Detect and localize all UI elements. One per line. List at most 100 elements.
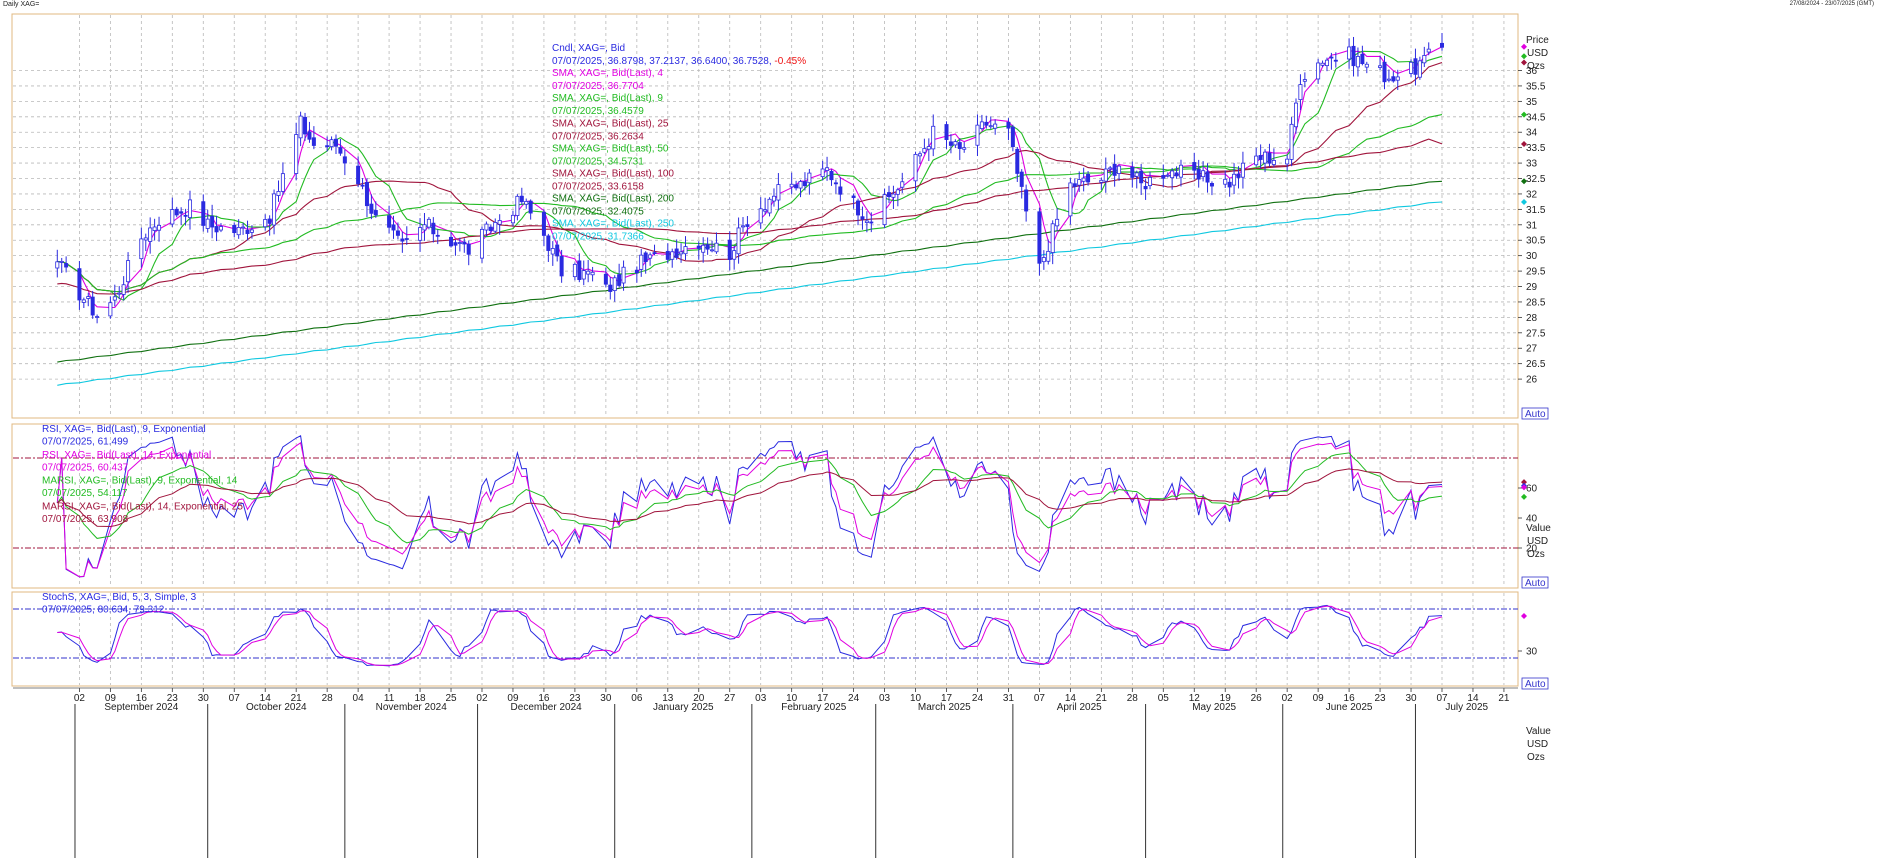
candle-body (249, 229, 254, 233)
rsi-axis-title: Value (1526, 523, 1551, 534)
candle-body (510, 214, 515, 224)
candle-body (701, 244, 706, 253)
candle-body (1205, 171, 1210, 183)
candle-body (77, 268, 82, 301)
x-day-tick-label: 30 (600, 693, 612, 704)
price-tick-label: 30 (1526, 251, 1538, 262)
x-day-tick-label: 16 (136, 693, 148, 704)
candle-body (851, 195, 856, 198)
x-month-label: March 2025 (918, 702, 971, 713)
candle-body (887, 192, 892, 198)
candle-body (1178, 164, 1183, 178)
candle-body (90, 296, 95, 316)
candle-body (214, 226, 219, 233)
sma-last-marker (1521, 198, 1527, 205)
price-tick-label: 32.5 (1526, 174, 1546, 185)
candle-body (741, 225, 746, 228)
x-day-tick-label: 16 (1344, 693, 1356, 704)
candle-body (776, 184, 781, 201)
candle-body (1192, 162, 1197, 171)
candle-body (205, 218, 210, 229)
candle-body (524, 201, 529, 205)
candle-body (1364, 63, 1369, 68)
candle-body (679, 251, 684, 255)
candle-body (369, 203, 374, 214)
candle-body (86, 296, 91, 299)
candle-body (993, 123, 998, 129)
price-tick-label: 29.5 (1526, 267, 1546, 278)
candle-body (1019, 171, 1024, 187)
candle-body (55, 261, 60, 269)
candle-body (1382, 61, 1387, 83)
rsi-last-marker (1521, 493, 1527, 500)
candle-body (1440, 42, 1445, 48)
stoch-legend-value: 07/07/2025, 80.634, 79.312 (42, 605, 165, 616)
candle-body (895, 189, 900, 195)
candle-body (572, 263, 577, 278)
price-legend-value: 07/07/2025, 36.4579 (552, 106, 644, 117)
candle-body (833, 182, 838, 185)
stoch-axis-unit2: Ozs (1527, 752, 1545, 763)
candle-body (953, 141, 958, 146)
candle-body (493, 222, 498, 232)
price-tick-label: 33.5 (1526, 143, 1546, 154)
x-day-tick-label: 23 (569, 693, 581, 704)
candle-body (1037, 211, 1042, 264)
stoch-auto-button: Auto (1525, 679, 1546, 690)
candle-body (608, 284, 613, 292)
price-legend-value: 07/07/2025, 34.5731 (552, 156, 644, 167)
candle-body (311, 137, 316, 146)
candle-body (869, 221, 874, 224)
candle-body (479, 228, 484, 259)
candle-body (1099, 179, 1104, 183)
candle-body (1302, 79, 1307, 82)
x-day-tick-label: 23 (1375, 693, 1387, 704)
x-day-tick-label: 02 (1282, 693, 1294, 704)
candle-body (1103, 168, 1108, 182)
candle-body (95, 316, 100, 318)
candle-body (462, 241, 467, 245)
candle-body (298, 115, 303, 139)
candle-body (745, 224, 750, 227)
candle-body (333, 138, 338, 147)
rsi-axis-unit2: Ozs (1527, 549, 1545, 560)
candle-body (957, 142, 962, 149)
rsi-legend-value: 07/07/2025, 60.437 (42, 462, 129, 473)
price-change: -0.45% (772, 56, 807, 67)
rsi-last-marker (1521, 484, 1527, 491)
price-tick-label: 34 (1526, 128, 1538, 139)
x-day-tick-label: 14 (1467, 693, 1479, 704)
candle-body (794, 184, 799, 189)
candle-body (944, 124, 949, 140)
candle-body (900, 181, 905, 188)
stoch-series-line (57, 605, 1443, 666)
candle-body (550, 248, 555, 255)
candle-body (975, 124, 980, 146)
rsi-legend-value: 07/07/2025, 54.117 (42, 488, 128, 499)
sma-last-marker (1521, 53, 1527, 60)
x-day-tick-label: 04 (353, 693, 365, 704)
price-legend-label: SMA, XAG=, Bid(Last), 9 (552, 93, 663, 104)
x-month-label: July 2025 (1445, 702, 1488, 713)
candle-body (1072, 183, 1077, 187)
candle-body (418, 227, 423, 241)
candle-body (1055, 218, 1060, 227)
x-day-tick-label: 24 (972, 693, 984, 704)
candle-body (891, 193, 896, 198)
candle-body (763, 209, 768, 212)
price-tick-label: 28.5 (1526, 297, 1546, 308)
candle-body (329, 139, 334, 148)
candle-body (643, 252, 648, 263)
x-day-tick-label: 19 (1220, 693, 1232, 704)
candle-body (979, 121, 984, 129)
candle-body (590, 271, 595, 276)
x-day-tick-label: 12 (1189, 693, 1201, 704)
candle-body (926, 146, 931, 150)
rsi-tick-label: 20 (1526, 544, 1538, 555)
candle-body (112, 296, 117, 301)
price-legend-label: Cndl, XAG=, Bid (552, 43, 625, 54)
x-month-label: April 2025 (1057, 702, 1102, 713)
candle-body (431, 222, 436, 235)
rsi-legend-label: RSI, XAG=, Bid(Last), 9, Exponential (42, 424, 206, 435)
